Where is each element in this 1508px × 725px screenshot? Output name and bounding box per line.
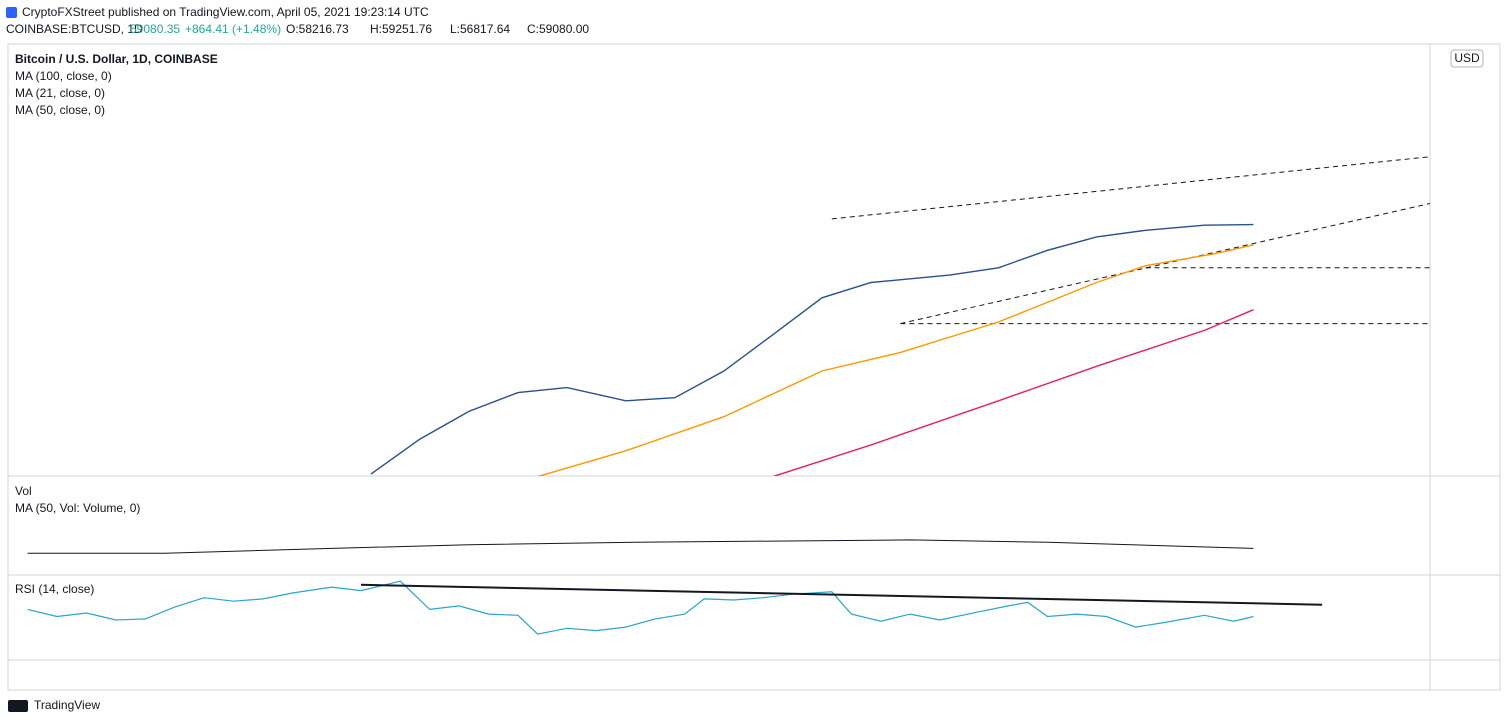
rsi-trendline — [360, 583, 1323, 606]
moving-average — [537, 244, 1254, 476]
last-price: 59080.35 — [130, 22, 180, 36]
trendline — [831, 156, 1430, 220]
legend-entry: MA (50, close, 0) — [15, 103, 105, 117]
rsi-pane — [27, 580, 1323, 635]
legend-entry: MA (100, close, 0) — [15, 69, 112, 83]
footer-logo — [8, 700, 28, 712]
open: O:58216.73 — [286, 22, 349, 36]
legend-entry: MA (50, Vol: Volume, 0) — [15, 501, 140, 515]
rsi-line — [27, 580, 1254, 635]
close: C:59080.00 — [527, 22, 589, 36]
currency-box[interactable] — [1450, 49, 1484, 68]
frame — [7, 43, 1501, 691]
rsi-title: RSI (14, close) — [15, 582, 94, 596]
moving-average — [772, 309, 1254, 476]
volume-pane — [27, 539, 1254, 554]
volume-title: Vol — [15, 484, 32, 498]
high: H:59251.76 — [370, 22, 432, 36]
footer-brand: TradingView — [34, 698, 100, 712]
price-change: +864.41 (+1.48%) — [185, 22, 281, 36]
trendline — [900, 203, 1430, 325]
logo — [6, 7, 17, 18]
volume-ma — [27, 539, 1254, 554]
low: L:56817.64 — [450, 22, 510, 36]
moving-average — [370, 223, 1254, 475]
symbol: COINBASE:BTCUSD, 1D — [6, 22, 143, 36]
legend-entry: MA (21, close, 0) — [15, 86, 105, 100]
publisher: CryptoFXStreet published on TradingView.… — [22, 5, 429, 19]
chart-title: Bitcoin / U.S. Dollar, 1D, COINBASE — [15, 52, 218, 66]
price-pane — [370, 156, 1430, 476]
currency[interactable]: USD — [1454, 51, 1480, 65]
